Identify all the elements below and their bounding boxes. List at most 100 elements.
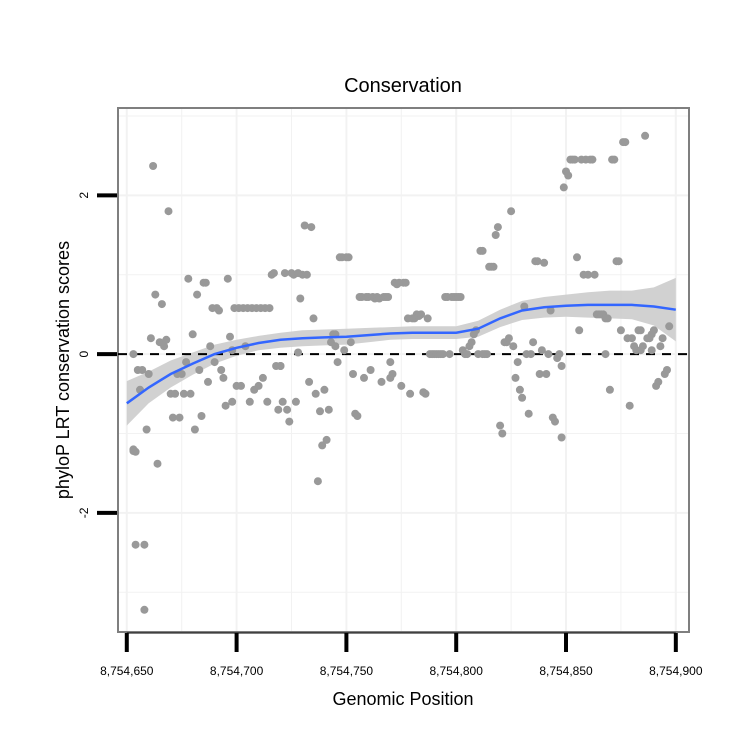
data-point	[294, 269, 303, 278]
data-point	[204, 377, 212, 386]
x-tick-label: 8,754,750	[320, 664, 374, 678]
data-point	[564, 171, 573, 180]
data-point	[491, 231, 500, 239]
data-point	[217, 366, 226, 374]
data-point	[149, 162, 158, 170]
data-point	[296, 294, 305, 303]
x-tick-label: 8,754,650	[100, 664, 154, 678]
data-point	[346, 338, 355, 347]
data-point	[142, 425, 151, 434]
data-point	[518, 393, 527, 402]
data-point	[397, 381, 406, 390]
data-point	[456, 293, 465, 301]
data-point	[570, 155, 579, 164]
data-point	[496, 421, 505, 430]
data-point	[331, 342, 340, 351]
data-point	[254, 381, 263, 390]
data-point	[656, 342, 665, 351]
grid-lines	[119, 109, 688, 631]
data-point	[575, 326, 584, 335]
x-tick-label: 8,754,900	[649, 664, 703, 678]
data-point	[439, 350, 447, 359]
data-point	[478, 246, 487, 255]
data-point	[349, 370, 357, 378]
data-point	[300, 221, 309, 230]
data-point	[302, 270, 311, 279]
data-point	[601, 350, 610, 359]
data-point	[274, 405, 283, 414]
data-point	[511, 373, 520, 382]
data-point	[237, 381, 245, 390]
data-point	[588, 155, 597, 164]
data-point	[186, 389, 195, 398]
data-point	[223, 274, 232, 283]
data-point	[324, 405, 333, 414]
data-point	[340, 346, 349, 355]
x-axis: 8,754,650 8,754,700 8,754,750 8,754,800 8,75…	[100, 632, 703, 678]
data-point	[190, 425, 199, 434]
confidence-band-area	[126, 277, 676, 426]
data-point	[285, 417, 294, 426]
data-point	[384, 293, 393, 301]
data-point	[605, 385, 614, 394]
data-point	[179, 389, 188, 398]
data-point	[544, 350, 553, 359]
data-point	[603, 314, 612, 323]
data-point	[131, 540, 140, 549]
data-points	[129, 131, 674, 614]
data-point	[197, 412, 206, 420]
data-point	[557, 362, 566, 370]
data-point	[283, 405, 292, 414]
data-point	[498, 429, 507, 438]
y-tick-label: 0	[77, 350, 91, 357]
data-point	[333, 358, 342, 367]
data-point	[417, 310, 426, 319]
data-point	[421, 389, 430, 398]
data-point	[423, 314, 432, 323]
data-point	[406, 389, 415, 398]
data-point	[129, 350, 138, 359]
data-point	[144, 370, 153, 378]
data-point	[263, 397, 272, 406]
data-point	[616, 326, 625, 335]
data-point	[162, 335, 171, 344]
data-point	[478, 350, 487, 359]
data-point	[540, 258, 549, 267]
data-point	[584, 270, 592, 279]
data-point	[269, 269, 278, 278]
data-point	[322, 435, 331, 444]
data-point	[467, 338, 476, 347]
data-point	[195, 366, 204, 374]
data-point	[520, 302, 529, 311]
data-point	[647, 346, 656, 355]
data-point	[537, 346, 546, 355]
data-point	[215, 306, 223, 315]
data-point	[551, 417, 559, 426]
data-point	[177, 370, 186, 378]
data-point	[157, 300, 166, 309]
data-point	[663, 366, 671, 374]
plot-panel	[117, 107, 690, 633]
data-point	[164, 207, 173, 216]
data-point	[307, 223, 316, 232]
x-tick-label: 8,754,850	[539, 664, 593, 678]
data-point	[228, 397, 237, 406]
data-point	[573, 253, 581, 262]
data-point	[641, 131, 650, 140]
x-tick-label: 8,754,800	[430, 664, 484, 678]
data-point	[313, 477, 322, 486]
data-point	[610, 155, 619, 164]
data-point	[386, 373, 395, 382]
data-point	[557, 433, 566, 442]
data-point	[280, 269, 289, 278]
data-point	[206, 342, 215, 351]
data-point	[265, 304, 274, 313]
data-point	[182, 358, 191, 367]
data-point	[353, 412, 362, 420]
data-point	[219, 373, 228, 382]
smooth-line	[126, 303, 676, 405]
y-tick-label: 2	[77, 192, 91, 199]
data-point	[226, 332, 234, 341]
x-tick-label: 8,754,700	[210, 664, 264, 678]
data-point	[366, 366, 375, 374]
